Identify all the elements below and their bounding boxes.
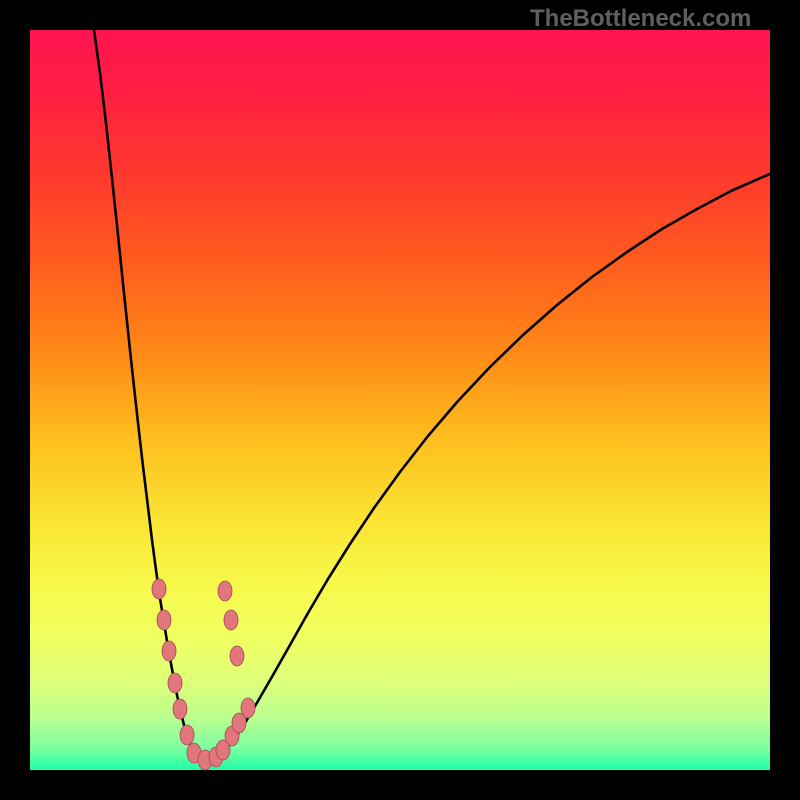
data-marker — [157, 610, 171, 630]
data-marker — [241, 698, 255, 718]
curve-overlay — [0, 0, 800, 800]
data-marker — [162, 641, 176, 661]
bottleneck-curve — [94, 30, 770, 762]
chart-stage: TheBottleneck.com — [0, 0, 800, 800]
data-marker — [168, 673, 182, 693]
data-marker — [152, 579, 166, 599]
data-marker — [218, 581, 232, 601]
data-marker — [173, 699, 187, 719]
data-marker — [224, 610, 238, 630]
data-marker — [180, 725, 194, 745]
data-marker — [230, 646, 244, 666]
